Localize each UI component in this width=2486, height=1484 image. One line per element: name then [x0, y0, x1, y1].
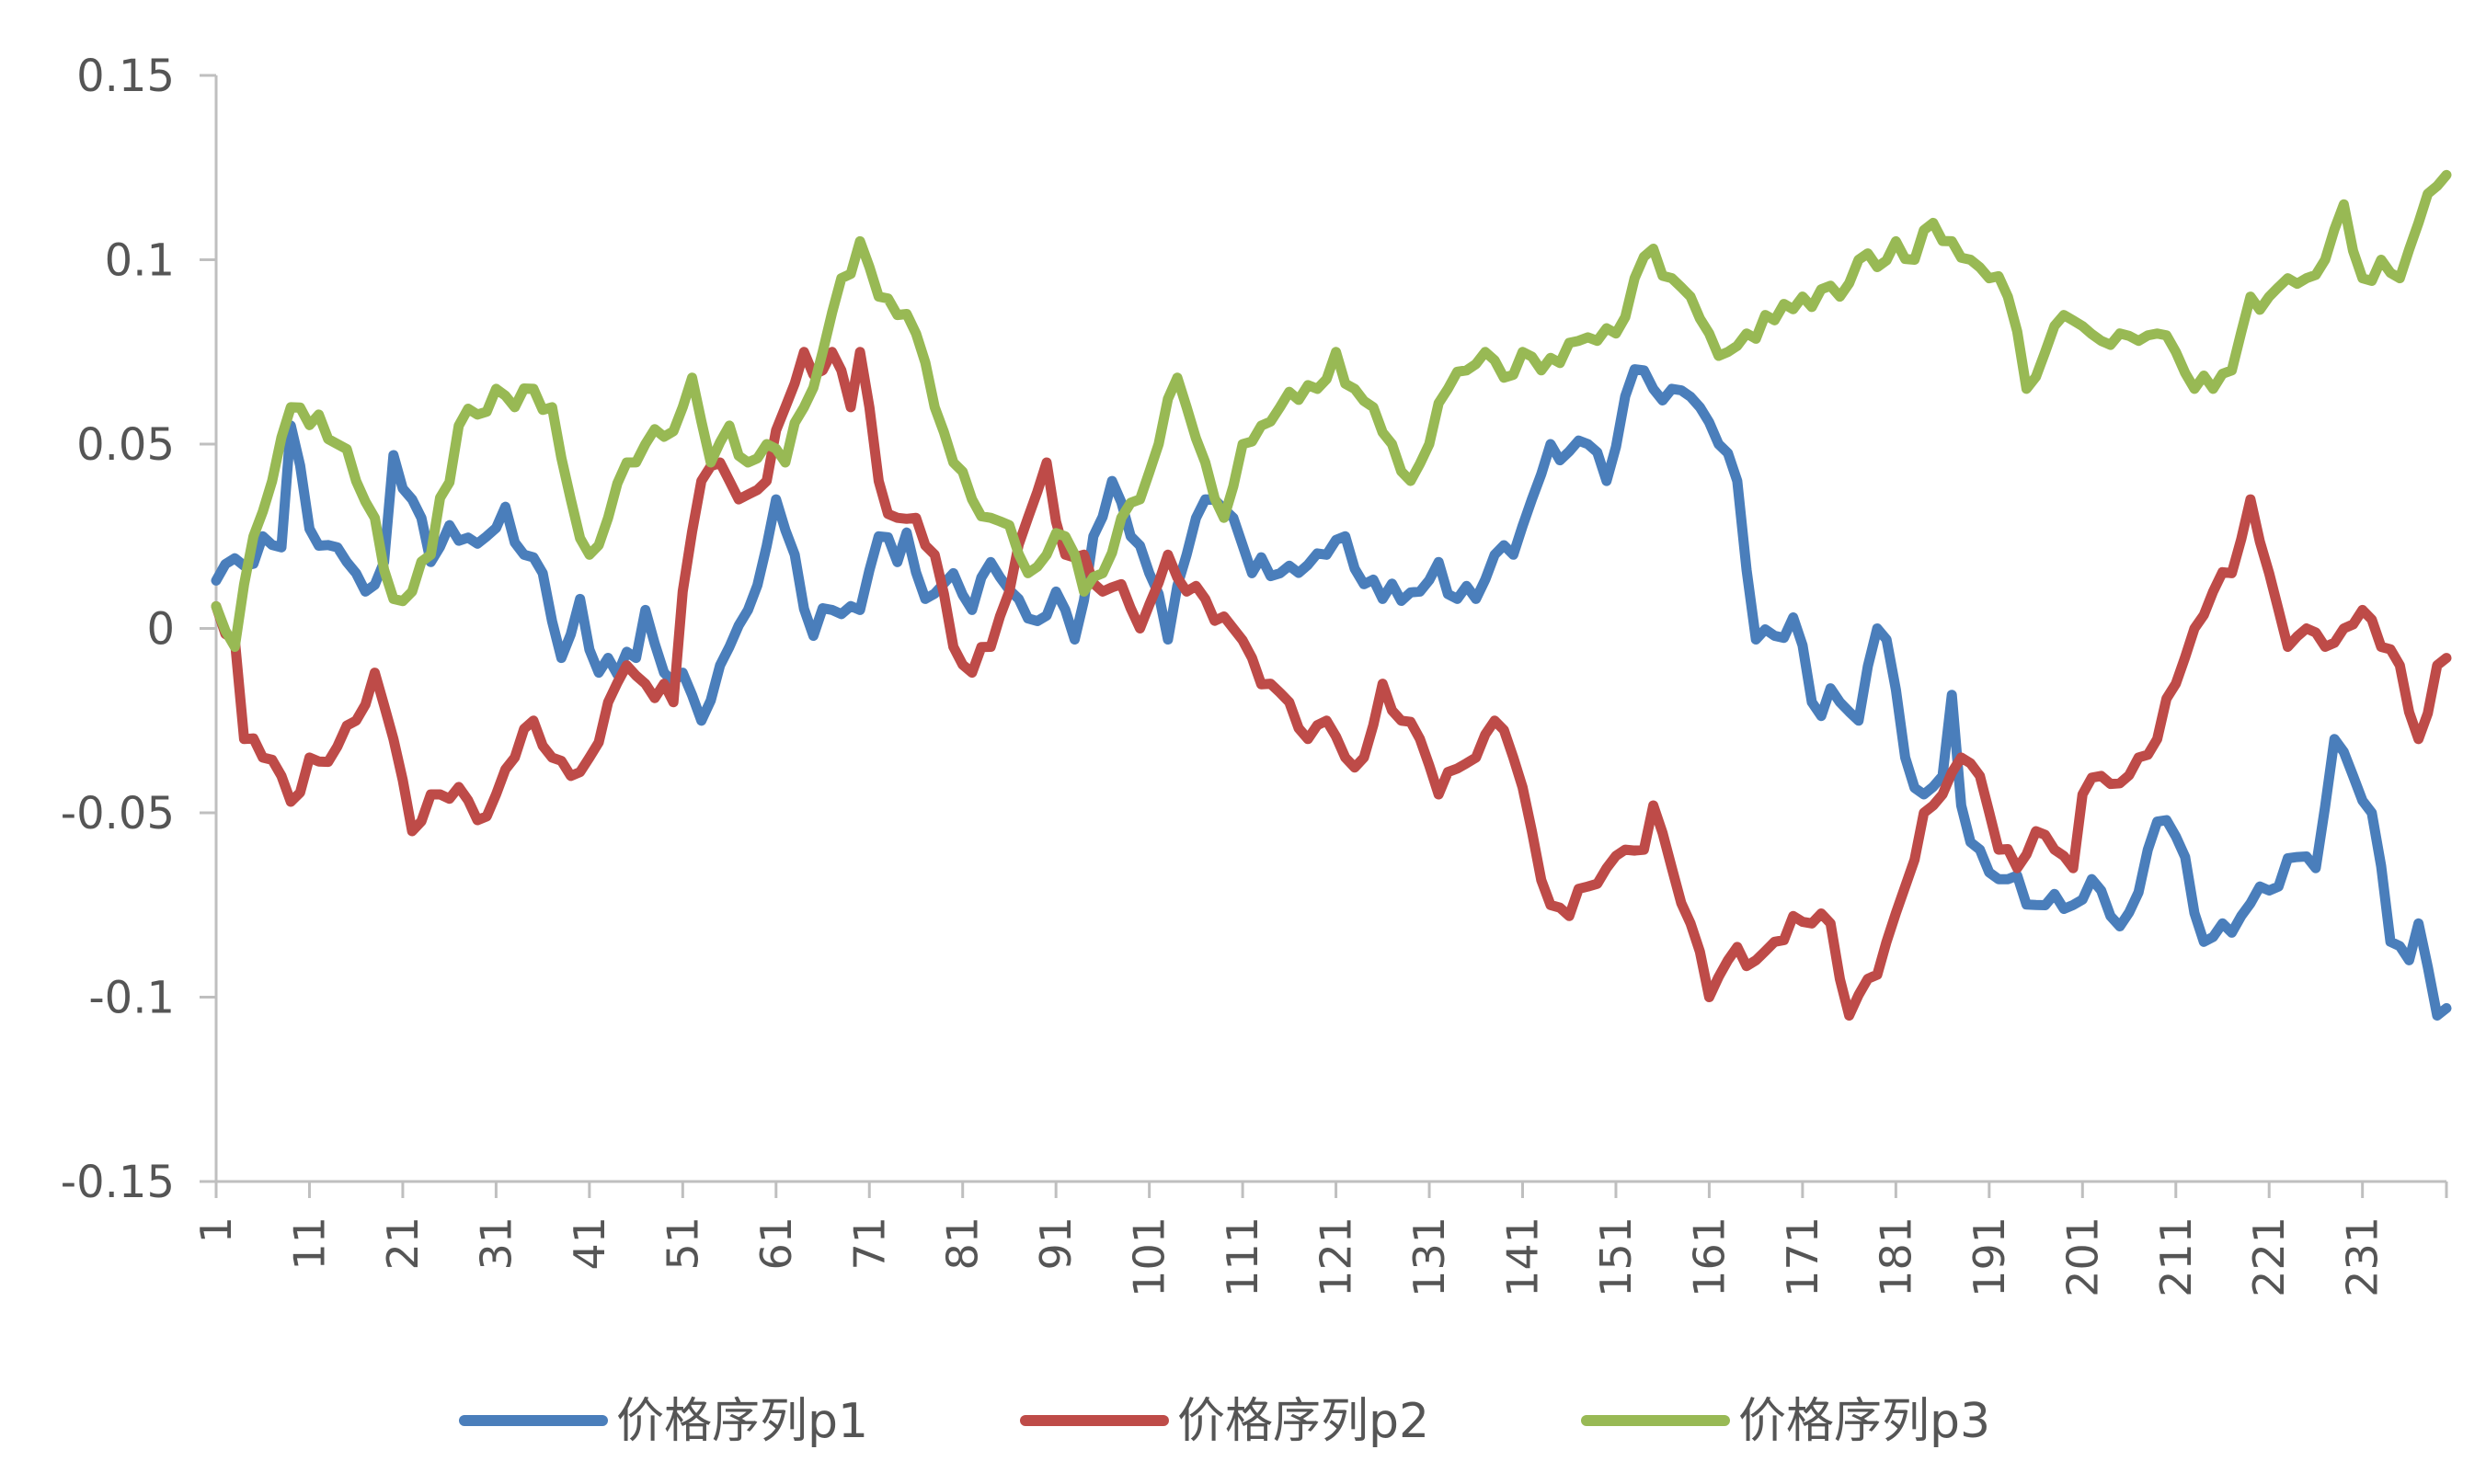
x-tick-label: 201: [2057, 1216, 2107, 1297]
x-tick-label: 221: [2244, 1216, 2294, 1297]
y-tick-label: -0.15: [61, 1157, 175, 1208]
y-tick-label: 0.15: [76, 51, 175, 102]
y-tick-label: 0: [146, 604, 175, 656]
legend: 价格序列p1 价格序列p2 价格序列p3: [459, 1394, 1990, 1449]
y-tick-label: 0.05: [76, 419, 175, 471]
legend-label-p1: 价格序列p1: [616, 1394, 868, 1449]
x-tick-label: 91: [1031, 1216, 1081, 1271]
series-lines: [211, 169, 2452, 1021]
x-tick-label: 71: [844, 1216, 894, 1271]
legend-label-p2: 价格序列p2: [1177, 1394, 1429, 1449]
legend-label-p3: 价格序列p3: [1738, 1394, 1990, 1449]
x-tick-label: 131: [1404, 1216, 1454, 1297]
axes: 0.150.10.050-0.05-0.1-0.151 11 21 31 41 51 61 7…: [61, 51, 2448, 1297]
x-tick-label: 51: [658, 1216, 707, 1271]
y-tick-label: -0.05: [61, 788, 175, 839]
x-tick-label: 41: [565, 1216, 614, 1271]
x-tick-label: 31: [471, 1216, 521, 1271]
x-tick-label: 101: [1125, 1216, 1174, 1297]
x-tick-label: 151: [1591, 1216, 1641, 1297]
series-line-p3: [211, 169, 2452, 652]
x-tick-label: 111: [1218, 1216, 1267, 1297]
x-tick-label: 211: [2151, 1216, 2201, 1297]
x-tick-label: 191: [1965, 1216, 2014, 1297]
x-tick-label: 121: [1312, 1216, 1361, 1297]
series-line-p1: [211, 364, 2452, 1021]
x-tick-label: 141: [1498, 1216, 1548, 1297]
series-line-p2: [211, 347, 2452, 1021]
y-tick-label: 0.1: [105, 235, 175, 287]
x-tick-label: 21: [378, 1216, 428, 1271]
x-tick-label: 81: [938, 1216, 988, 1271]
x-tick-label: 171: [1778, 1216, 1827, 1297]
x-tick-label: 161: [1684, 1216, 1734, 1297]
x-tick-label: 11: [284, 1216, 334, 1271]
x-tick-label: 231: [2338, 1216, 2388, 1297]
x-tick-label: 61: [751, 1216, 801, 1271]
x-tick-label: 1: [191, 1216, 241, 1243]
y-tick-label: -0.1: [88, 973, 175, 1024]
x-tick-label: 181: [1871, 1216, 1920, 1297]
